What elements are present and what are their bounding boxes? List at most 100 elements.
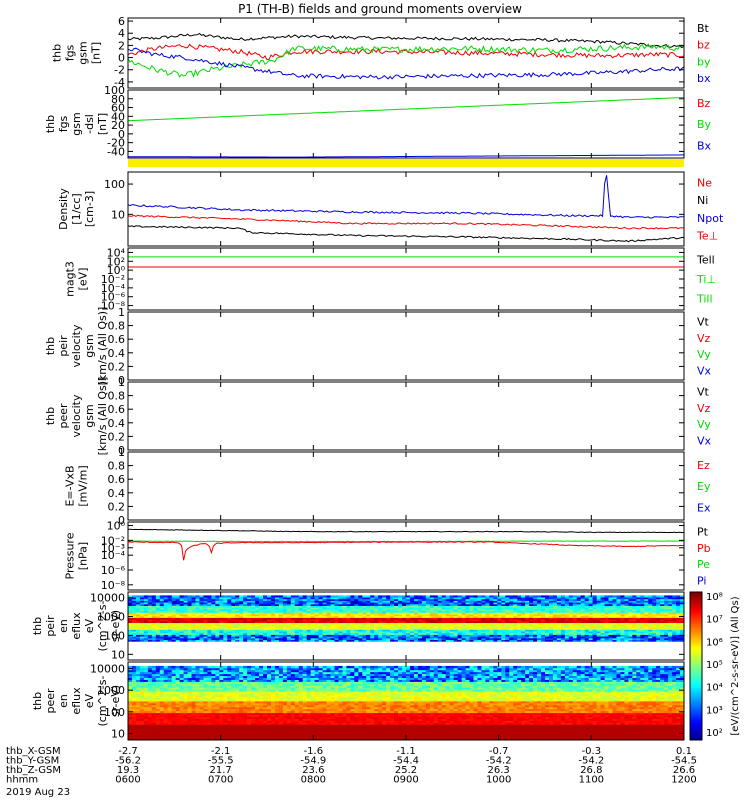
ytick-label: 2 (118, 39, 125, 52)
heatmap-cell (568, 614, 574, 617)
heatmap-cell (425, 615, 431, 618)
heatmap-cell (195, 626, 200, 629)
heatmap-cell (441, 610, 447, 613)
heatmap-cell (251, 602, 256, 605)
heatmap-cell (501, 603, 506, 606)
heatmap-cell (227, 632, 232, 635)
heatmap-cell (580, 614, 586, 617)
heatmap-cell (175, 617, 181, 620)
heatmap-cell (203, 722, 208, 725)
heatmap-cell (131, 687, 137, 690)
heatmap-cell (294, 605, 300, 608)
heatmap-cell (664, 603, 669, 606)
heatmap-cell (588, 622, 594, 625)
heatmap-cell (529, 632, 534, 635)
heatmap-cell (155, 718, 161, 721)
heatmap-cell (215, 634, 220, 637)
heatmap-cell (290, 615, 296, 618)
heatmap-cell (568, 619, 574, 622)
heatmap-cell (664, 612, 669, 615)
heatmap-cell (259, 626, 264, 629)
heatmap-cell (660, 598, 665, 601)
heatmap-cell (139, 689, 145, 692)
heatmap-cell (143, 614, 149, 617)
heatmap-cell (421, 607, 427, 610)
legend-Ni: Ni (697, 194, 708, 207)
heatmap-cell (143, 736, 149, 739)
heatmap-cell (147, 681, 153, 684)
heatmap-cell (398, 610, 403, 613)
heatmap-cell (195, 697, 200, 700)
heatmap-cell (509, 627, 514, 630)
heatmap-cell (421, 615, 427, 618)
heatmap-cell (413, 622, 419, 625)
heatmap-cell (151, 718, 157, 721)
heatmap-cell (302, 629, 308, 632)
heatmap-cell (441, 605, 447, 608)
heatmap-cell (131, 697, 137, 700)
heatmap-cell (171, 624, 177, 627)
heatmap-cell (413, 615, 419, 618)
heatmap-cell (306, 597, 312, 600)
heatmap-cell (437, 631, 443, 634)
heatmap-cell (552, 610, 558, 613)
heatmap-cell (274, 639, 280, 642)
heatmap-cell (151, 693, 157, 696)
ytick-label: -20 (107, 137, 125, 150)
heatmap-cell (457, 639, 462, 642)
heatmap-cell (350, 595, 355, 598)
heatmap-cell (290, 595, 296, 598)
heatmap-cell (620, 632, 625, 635)
heatmap-cell (270, 603, 276, 606)
heatmap-cell (580, 617, 586, 620)
heatmap-cell (425, 597, 431, 600)
heatmap-cell (203, 620, 208, 623)
heatmap-cell (207, 736, 212, 739)
heatmap-cell (147, 626, 153, 629)
heatmap-cell (628, 612, 633, 615)
heatmap-cell (342, 619, 347, 622)
heatmap-cell (167, 702, 173, 706)
heatmap-cell (545, 602, 550, 605)
heatmap-cell (207, 622, 212, 625)
heatmap-cell (386, 639, 391, 642)
heatmap-cell (175, 614, 181, 617)
heatmap-cell (556, 603, 562, 606)
heatmap-cell (171, 701, 177, 704)
heatmap-cell (187, 732, 192, 735)
heatmap-cell (310, 637, 316, 640)
heatmap-cell (286, 597, 292, 600)
heatmap-cell (346, 607, 351, 610)
heatmap-cell (128, 627, 133, 630)
heatmap-cell (346, 631, 351, 634)
heatmap-cell (592, 629, 598, 632)
heatmap-cell (207, 667, 212, 671)
heatmap-cell (298, 610, 304, 613)
heatmap-cell (461, 626, 466, 629)
heatmap-cell (290, 624, 296, 627)
heatmap-cell (608, 620, 613, 623)
heatmap-cell (128, 607, 133, 610)
heatmap-cell (680, 624, 685, 627)
series-Bt (127, 32, 685, 49)
heatmap-cell (656, 624, 661, 627)
heatmap-cell (402, 603, 407, 606)
heatmap-cell (135, 689, 141, 692)
heatmap-cell (128, 738, 133, 741)
heatmap-cell (255, 624, 260, 627)
heatmap-cell (199, 675, 204, 678)
heatmap-cell (469, 624, 474, 627)
heatmap-cell (167, 685, 173, 688)
heatmap-cell (314, 605, 320, 608)
heatmap-cell (441, 637, 447, 640)
ytick-label: 100 (104, 178, 125, 191)
heatmap-cell (274, 609, 280, 612)
heatmap-cell (596, 597, 601, 600)
heatmap-cell (175, 685, 181, 688)
heatmap-cell (175, 716, 181, 719)
heatmap-cell (640, 605, 645, 608)
heatmap-cell (155, 598, 161, 601)
heatmap-cell (624, 610, 629, 613)
heatmap-cell (159, 683, 165, 686)
heatmap-cell (135, 610, 141, 613)
